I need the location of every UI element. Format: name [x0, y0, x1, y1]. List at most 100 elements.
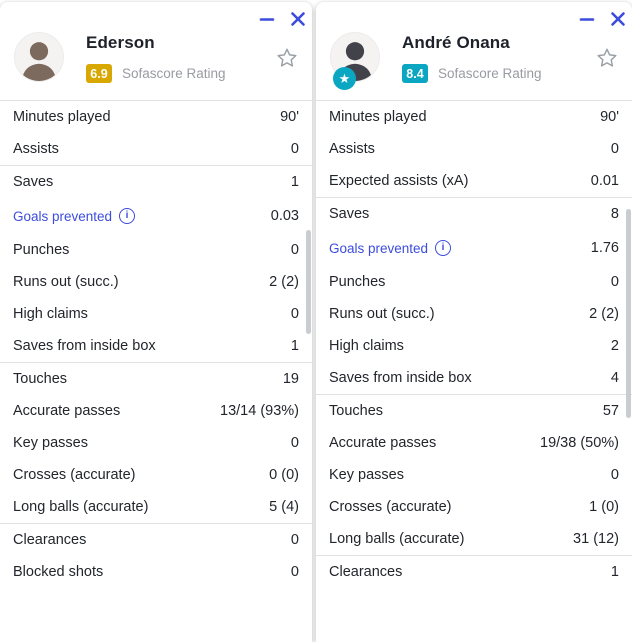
player-card-ederson: Ederson 6.9 Sofascore Rating Minutes pla…: [0, 2, 312, 642]
stat-row: Punches 0: [316, 266, 632, 298]
stat-value: 0: [290, 242, 299, 258]
stat-row: Clearances 0: [0, 524, 312, 556]
stat-value: 2: [610, 338, 619, 354]
stat-value: 5 (4): [269, 499, 299, 515]
close-button[interactable]: [289, 10, 307, 28]
favorite-star-button[interactable]: [595, 47, 619, 71]
player-name: Ederson: [86, 33, 155, 52]
stat-value: 4: [610, 370, 619, 386]
stat-group: Minutes played 90' Assists 0: [0, 100, 312, 165]
player-card-onana: ★ André Onana 8.4 Sofascore Rating Minut…: [316, 2, 632, 642]
stat-label: Assists: [13, 141, 59, 157]
stat-row: Minutes played 90': [0, 101, 312, 133]
stat-label: Expected assists (xA): [329, 173, 469, 189]
stat-value: 57: [602, 403, 619, 419]
stat-row: Accurate passes 19/38 (50%): [316, 427, 632, 459]
stat-row: Goals prevented i 0.03: [0, 198, 312, 234]
stat-value: 0.03: [270, 208, 299, 224]
stat-label: Touches: [13, 371, 68, 387]
stat-row: Punches 0: [0, 234, 312, 266]
stat-value: 90': [600, 109, 619, 125]
stat-label: Touches: [329, 403, 384, 419]
scrollbar-thumb[interactable]: [306, 230, 311, 334]
stat-label: Goals prevented: [329, 240, 429, 256]
stat-value: 31 (12): [573, 531, 619, 547]
stat-row: Crosses (accurate) 1 (0): [316, 491, 632, 523]
stat-label: Accurate passes: [329, 435, 437, 451]
stat-value: 1.76: [590, 240, 619, 256]
stats-list: Minutes played 90' Assists 0 Saves 1 Goals pre…: [0, 100, 312, 588]
player-card-header: ★ André Onana 8.4 Sofascore Rating: [316, 2, 632, 100]
stat-label: Clearances: [329, 564, 403, 580]
rating-row: 6.9 Sofascore Rating: [86, 64, 226, 83]
minimize-icon: [259, 18, 275, 21]
stat-group: Clearances 0 Blocked shots 0: [0, 523, 312, 588]
player-photo: [21, 42, 57, 81]
stat-row: Minutes played 90': [316, 101, 632, 133]
window-controls: [578, 10, 627, 28]
stat-label: High claims: [329, 338, 404, 354]
stat-row: Saves 1: [0, 166, 312, 198]
stat-value: 0: [290, 564, 299, 580]
stat-label: Saves from inside box: [329, 370, 472, 386]
stat-value: 1: [290, 174, 299, 190]
stat-label: Key passes: [13, 435, 88, 451]
rating-row: 8.4 Sofascore Rating: [402, 64, 542, 83]
minimize-button[interactable]: [258, 10, 276, 28]
stat-value: 0: [610, 274, 619, 290]
rating-label: Sofascore Rating: [438, 66, 542, 81]
stat-group: Touches 57 Accurate passes 19/38 (50%) Key p…: [316, 394, 632, 555]
stat-row: Blocked shots 0: [0, 556, 312, 588]
stat-value: 90': [280, 109, 299, 125]
stat-label: Saves: [13, 174, 54, 190]
sofascore-rating-badge: 6.9: [86, 64, 112, 83]
close-button[interactable]: [609, 10, 627, 28]
star-outline-icon: [277, 48, 297, 67]
stat-value: 0: [290, 435, 299, 451]
stat-value: 1 (0): [589, 499, 619, 515]
sofascore-rating-badge: 8.4: [402, 64, 428, 83]
stat-label: High claims: [13, 306, 88, 322]
stat-row: Runs out (succ.) 2 (2): [316, 298, 632, 330]
stat-value: 19: [282, 371, 299, 387]
star-outline-icon: [597, 48, 617, 67]
stat-value: 13/14 (93%): [220, 403, 299, 419]
stat-row: Crosses (accurate) 0 (0): [0, 459, 312, 491]
player-of-match-star-icon: ★: [333, 67, 356, 90]
favorite-star-button[interactable]: [275, 47, 299, 71]
player-card-header: Ederson 6.9 Sofascore Rating: [0, 2, 312, 100]
stat-row: Clearances 1: [316, 556, 632, 588]
stat-group: Saves 8 Goals prevented i 1.76 Punches 0 Runs o…: [316, 197, 632, 394]
stat-row: Expected assists (xA) 0.01: [316, 165, 632, 197]
stat-row: Saves from inside box 4: [316, 362, 632, 394]
rating-label: Sofascore Rating: [122, 66, 226, 81]
stat-group: Touches 19 Accurate passes 13/14 (93%) Key p…: [0, 362, 312, 523]
stat-value: 2 (2): [589, 306, 619, 322]
info-icon[interactable]: i: [119, 208, 136, 224]
stat-group: Minutes played 90' Assists 0 Expected assist…: [316, 100, 632, 197]
stat-row: Runs out (succ.) 2 (2): [0, 266, 312, 298]
stat-row: High claims 2: [316, 330, 632, 362]
stat-value: 0: [290, 532, 299, 548]
stat-value: 0.01: [590, 173, 619, 189]
close-icon: [291, 12, 305, 26]
window-controls: [258, 10, 307, 28]
minimize-button[interactable]: [578, 10, 596, 28]
info-icon[interactable]: i: [435, 240, 452, 256]
stat-value: 0: [610, 467, 619, 483]
scrollbar-thumb[interactable]: [626, 209, 631, 418]
stat-row: Assists 0: [0, 133, 312, 165]
stat-row: Long balls (accurate) 31 (12): [316, 523, 632, 555]
stat-label: Punches: [329, 274, 386, 290]
stat-row: Long balls (accurate) 5 (4): [0, 491, 312, 523]
minimize-icon: [579, 18, 595, 21]
stat-row: Accurate passes 13/14 (93%): [0, 395, 312, 427]
stat-row: Key passes 0: [0, 427, 312, 459]
stat-row: Goals prevented i 1.76: [316, 230, 632, 266]
stat-row: Saves from inside box 1: [0, 330, 312, 362]
stat-label: Saves: [329, 206, 370, 222]
stat-label: Key passes: [329, 467, 404, 483]
stat-group: Clearances 1: [316, 555, 632, 588]
player-avatar: [14, 32, 64, 82]
stat-label: Assists: [329, 141, 375, 157]
